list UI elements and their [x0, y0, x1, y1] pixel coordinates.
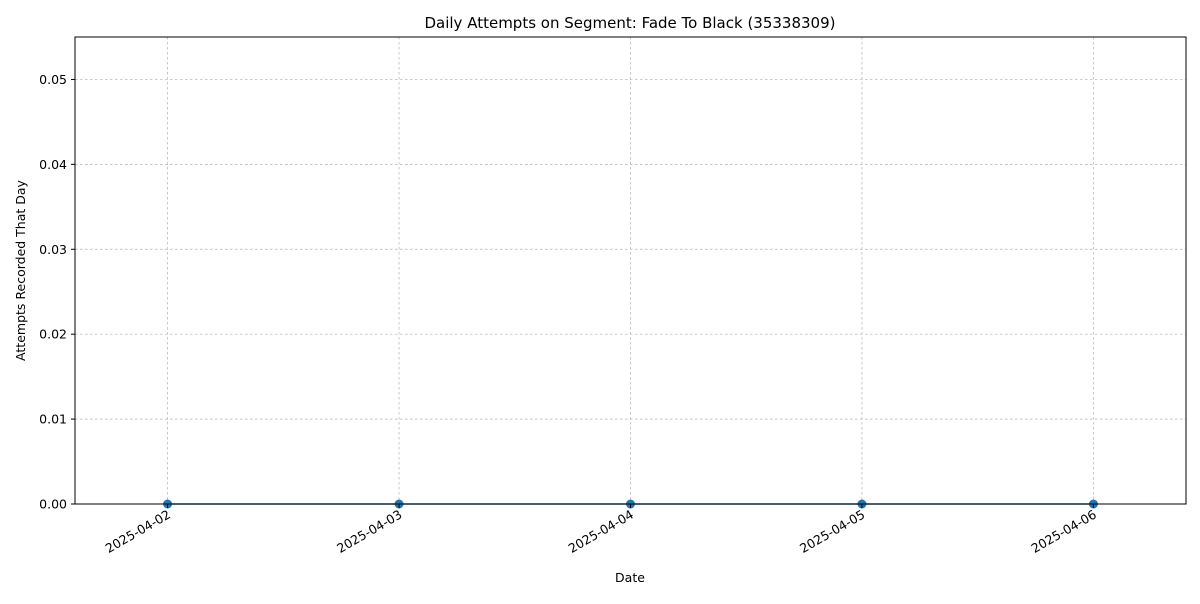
- x-tick-label: 2025-04-06: [1028, 507, 1098, 556]
- y-tick-label: 0.04: [39, 157, 67, 172]
- y-tick-label: 0.05: [39, 72, 67, 87]
- y-tick-label: 0.00: [39, 497, 67, 512]
- y-tick-label: 0.01: [39, 412, 67, 427]
- grid: [75, 37, 1186, 505]
- y-axis-label: Attempts Recorded That Day: [13, 179, 28, 360]
- x-tick-label: 2025-04-04: [566, 507, 636, 556]
- x-axis-ticks: 2025-04-02 2025-04-03 2025-04-04 2025-04-05…: [103, 504, 1099, 556]
- y-tick-label: 0.03: [39, 242, 67, 257]
- chart-title: Daily Attempts on Segment: Fade To Black…: [424, 14, 835, 32]
- x-tick-label: 2025-04-03: [334, 507, 404, 556]
- x-tick-label: 2025-04-02: [103, 507, 173, 556]
- y-tick-label: 0.02: [39, 327, 67, 342]
- x-axis-label: Date: [615, 570, 645, 585]
- y-axis-ticks: 0.00 0.01 0.02 0.03 0.04 0.05: [39, 72, 75, 512]
- x-tick-label: 2025-04-05: [797, 507, 867, 556]
